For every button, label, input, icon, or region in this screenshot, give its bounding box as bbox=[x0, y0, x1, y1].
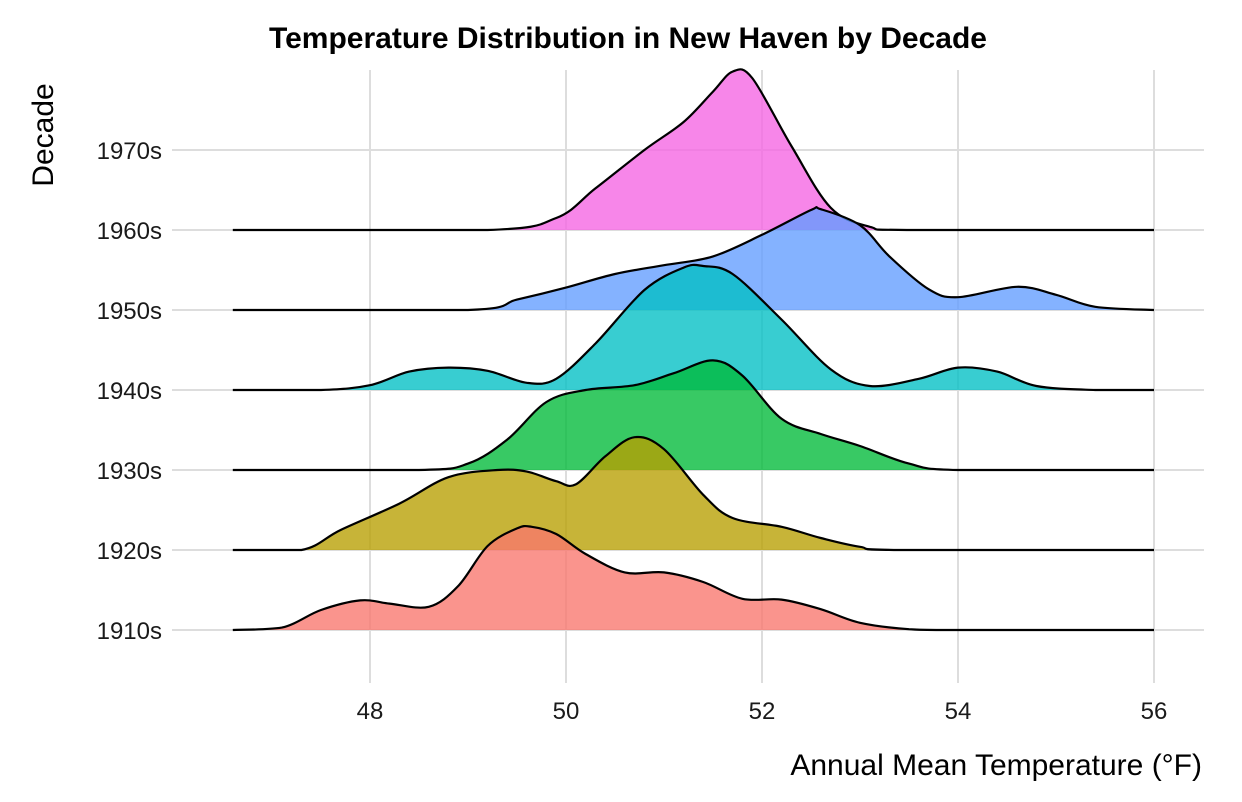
ridge-fill-1960s bbox=[232, 69, 1155, 230]
ridge-1930s bbox=[232, 359, 1155, 472]
y-axis-tick-labels: 1910s 1920s 1930s 1940s 1950s 1960s 1970s bbox=[97, 138, 162, 645]
ridge-outline-1960s bbox=[232, 68, 1154, 232]
y-tick-label-1910s: 1910s bbox=[97, 618, 162, 645]
ridge-1920s bbox=[232, 435, 1155, 552]
y-tick-label-1920s: 1920s bbox=[97, 538, 162, 565]
ridge-outline-1930s bbox=[232, 359, 1154, 472]
ridge-fill-1930s bbox=[232, 360, 1155, 470]
x-axis-tick-labels: 48 50 52 54 56 bbox=[357, 698, 1168, 725]
x-tick-label-50: 50 bbox=[553, 698, 580, 725]
x-tick-label-56: 56 bbox=[1141, 698, 1168, 725]
x-tick-label-54: 54 bbox=[945, 698, 972, 725]
x-tick-label-48: 48 bbox=[357, 698, 384, 725]
ridge-1960s bbox=[232, 68, 1155, 232]
y-tick-label-1960s: 1960s bbox=[97, 218, 162, 245]
ridge-fill-1940s bbox=[232, 264, 1155, 390]
ridge-outline-1910s bbox=[232, 524, 1154, 632]
y-tick-label-1950s: 1950s bbox=[97, 298, 162, 325]
y-axis-title: Decade bbox=[27, 83, 60, 186]
x-axis-title: Annual Mean Temperature (°F) bbox=[790, 749, 1202, 782]
ridge-fill-1920s bbox=[232, 436, 1155, 550]
ridge-outline-1950s bbox=[232, 205, 1155, 312]
y-tick-label-1930s: 1930s bbox=[97, 458, 162, 485]
chart-title: Temperature Distribution in New Haven by… bbox=[269, 22, 987, 55]
ridge-1940s bbox=[232, 263, 1155, 392]
ridge-outline-1940s bbox=[232, 263, 1154, 392]
y-tick-label-1940s: 1940s bbox=[97, 378, 162, 405]
y-tick-label-1970s: 1970s bbox=[97, 138, 162, 165]
ridge-1910s bbox=[232, 524, 1155, 632]
density-ridges bbox=[232, 68, 1155, 632]
ridge-fill-1910s bbox=[232, 526, 1155, 630]
ridge-outline-1920s bbox=[232, 435, 1154, 552]
x-tick-label-52: 52 bbox=[749, 698, 776, 725]
